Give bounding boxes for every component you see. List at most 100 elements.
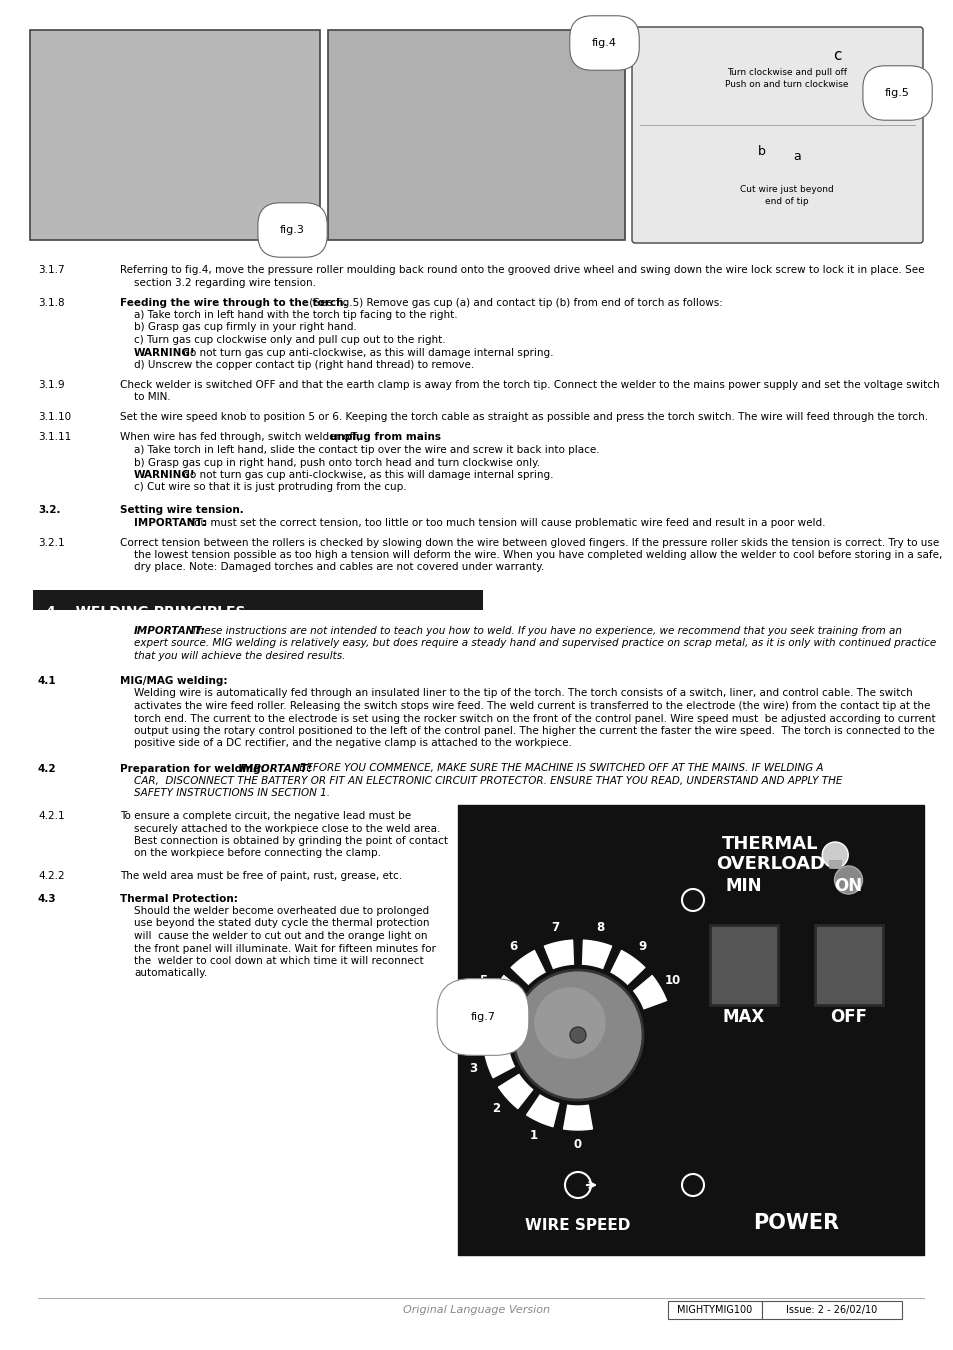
Text: (See fig.5) Remove gas cup (a) and contact tip (b) from end of torch as follows:: (See fig.5) Remove gas cup (a) and conta… xyxy=(306,297,722,308)
Text: that you will achieve the desired results.: that you will achieve the desired result… xyxy=(133,651,345,661)
Text: IMPORTANT:: IMPORTANT: xyxy=(133,517,206,528)
Text: Cut wire just beyond: Cut wire just beyond xyxy=(740,185,833,194)
Text: 4.1: 4.1 xyxy=(38,676,56,686)
Circle shape xyxy=(534,987,605,1058)
Text: MAX: MAX xyxy=(721,1008,764,1026)
Bar xyxy=(667,1301,761,1319)
Text: MIGHTYMIG100: MIGHTYMIG100 xyxy=(677,1305,752,1315)
Text: a: a xyxy=(792,150,800,163)
Text: Issue: 2 - 26/02/10: Issue: 2 - 26/02/10 xyxy=(785,1305,877,1315)
Text: 10: 10 xyxy=(664,973,680,987)
Text: Check welder is switched OFF and that the earth clamp is away from the torch tip: Check welder is switched OFF and that th… xyxy=(120,379,939,390)
Text: WARNING!: WARNING! xyxy=(133,347,195,358)
Text: end of tip: end of tip xyxy=(764,197,808,207)
Text: OFF: OFF xyxy=(829,1008,866,1026)
Circle shape xyxy=(513,971,642,1100)
Text: the lowest tension possible as too high a tension will deform the wire. When you: the lowest tension possible as too high … xyxy=(133,549,942,560)
Text: 9: 9 xyxy=(638,940,646,953)
Text: 8: 8 xyxy=(597,921,604,934)
Polygon shape xyxy=(497,1073,533,1108)
Text: Feeding the wire through to the torch.: Feeding the wire through to the torch. xyxy=(120,297,347,308)
Circle shape xyxy=(821,842,847,868)
Text: WARNING!: WARNING! xyxy=(133,470,195,481)
Text: will  cause the welder to cut out and the orange light on: will cause the welder to cut out and the… xyxy=(133,931,427,941)
Bar xyxy=(33,590,482,610)
Text: Turn clockwise and pull off: Turn clockwise and pull off xyxy=(726,68,846,77)
Text: THERMAL: THERMAL xyxy=(721,836,818,853)
Text: OVERLOAD: OVERLOAD xyxy=(715,855,823,873)
Text: b) Grasp gas cup firmly in your right hand.: b) Grasp gas cup firmly in your right ha… xyxy=(133,323,356,332)
Text: 3.1.7: 3.1.7 xyxy=(38,265,65,275)
Text: SAFETY INSTRUCTIONS IN SECTION 1.: SAFETY INSTRUCTIONS IN SECTION 1. xyxy=(133,788,330,798)
Text: the  welder to cool down at which time it will reconnect: the welder to cool down at which time it… xyxy=(133,956,423,967)
Text: WIRE SPEED: WIRE SPEED xyxy=(525,1218,630,1233)
Text: Referring to fig.4, move the pressure roller moulding back round onto the groove: Referring to fig.4, move the pressure ro… xyxy=(120,265,923,275)
Text: You must set the correct tension, too little or too much tension will cause prob: You must set the correct tension, too li… xyxy=(186,517,824,528)
Text: 6: 6 xyxy=(509,940,517,953)
Text: fig.3: fig.3 xyxy=(280,225,305,235)
Text: 3.2.1: 3.2.1 xyxy=(38,537,65,548)
Bar xyxy=(709,925,777,1004)
FancyBboxPatch shape xyxy=(631,27,923,243)
Text: fig.7: fig.7 xyxy=(470,1012,495,1022)
Polygon shape xyxy=(610,950,644,984)
Text: POWER: POWER xyxy=(752,1214,839,1233)
Polygon shape xyxy=(484,1046,515,1079)
Text: These instructions are not intended to teach you how to weld. If you have no exp: These instructions are not intended to t… xyxy=(188,626,901,636)
Text: Original Language Version: Original Language Version xyxy=(403,1305,550,1315)
Polygon shape xyxy=(633,975,666,1010)
Polygon shape xyxy=(543,940,574,969)
Text: 2: 2 xyxy=(492,1102,499,1115)
Text: b: b xyxy=(758,144,765,158)
Text: Setting wire tension.: Setting wire tension. xyxy=(120,505,244,514)
Text: securely attached to the workpiece close to the weld area.: securely attached to the workpiece close… xyxy=(133,824,440,833)
Polygon shape xyxy=(489,975,522,1010)
Text: 1: 1 xyxy=(529,1129,537,1142)
Text: Push on and turn clockwise: Push on and turn clockwise xyxy=(724,80,848,89)
Text: fig.5: fig.5 xyxy=(884,88,909,99)
Text: BEFORE YOU COMMENCE, MAKE SURE THE MACHINE IS SWITCHED OFF AT THE MAINS. IF WELD: BEFORE YOU COMMENCE, MAKE SURE THE MACHI… xyxy=(295,764,822,774)
Text: expert source. MIG welding is relatively easy, but does require a steady hand an: expert source. MIG welding is relatively… xyxy=(133,639,935,648)
Text: 4.   WELDING PRINCIPLES: 4. WELDING PRINCIPLES xyxy=(46,605,245,620)
Text: 4: 4 xyxy=(464,1017,473,1030)
Bar xyxy=(761,1301,901,1319)
Text: 4.2.1: 4.2.1 xyxy=(38,811,65,821)
Text: the front panel will illuminate. Wait for fifteen minutes for: the front panel will illuminate. Wait fo… xyxy=(133,944,436,953)
Text: torch end. The current to the electrode is set using the rocker switch on the fr: torch end. The current to the electrode … xyxy=(133,714,935,724)
Text: MIN: MIN xyxy=(724,878,761,895)
Text: b) Grasp gas cup in right hand, push onto torch head and turn clockwise only.: b) Grasp gas cup in right hand, push ont… xyxy=(133,458,539,467)
Text: When wire has fed through, switch welder off,: When wire has fed through, switch welder… xyxy=(120,432,363,443)
Text: positive side of a DC rectifier, and the negative clamp is attached to the workp: positive side of a DC rectifier, and the… xyxy=(133,738,571,748)
Text: on the workpiece before connecting the clamp.: on the workpiece before connecting the c… xyxy=(133,849,380,859)
Text: .: . xyxy=(419,432,423,443)
Text: 4.3: 4.3 xyxy=(38,894,56,903)
Text: Preparation for welding:: Preparation for welding: xyxy=(120,764,268,774)
Text: 3.1.11: 3.1.11 xyxy=(38,432,71,443)
Text: use beyond the stated duty cycle the thermal protection: use beyond the stated duty cycle the the… xyxy=(133,918,429,929)
Text: 3.1.9: 3.1.9 xyxy=(38,379,65,390)
Polygon shape xyxy=(482,1010,509,1040)
Text: ON: ON xyxy=(834,878,862,895)
Text: 3.1.8: 3.1.8 xyxy=(38,297,65,308)
Text: c: c xyxy=(832,49,841,63)
Text: The weld area must be free of paint, rust, grease, etc.: The weld area must be free of paint, rus… xyxy=(120,871,402,882)
Circle shape xyxy=(834,865,862,894)
Text: 3: 3 xyxy=(469,1062,476,1076)
Text: 5: 5 xyxy=(478,973,486,987)
Bar xyxy=(814,925,882,1004)
Text: automatically.: automatically. xyxy=(133,968,207,979)
Text: do not turn gas cup anti-clockwise, as this will damage internal spring.: do not turn gas cup anti-clockwise, as t… xyxy=(180,470,553,481)
Text: a) Take torch in left hand with the torch tip facing to the right.: a) Take torch in left hand with the torc… xyxy=(133,310,457,320)
Text: Welding wire is automatically fed through an insulated liner to the tip of the t: Welding wire is automatically fed throug… xyxy=(133,688,912,698)
Text: 7: 7 xyxy=(551,921,558,934)
Text: IMPORTANT!: IMPORTANT! xyxy=(240,764,313,774)
Text: unplug from mains: unplug from mains xyxy=(330,432,440,443)
Text: d) Unscrew the copper contact tip (right hand thread) to remove.: d) Unscrew the copper contact tip (right… xyxy=(133,360,474,370)
Text: do not turn gas cup anti-clockwise, as this will damage internal spring.: do not turn gas cup anti-clockwise, as t… xyxy=(180,347,553,358)
Text: Correct tension between the rollers is checked by slowing down the wire between : Correct tension between the rollers is c… xyxy=(120,537,939,548)
Text: To ensure a complete circuit, the negative lead must be: To ensure a complete circuit, the negati… xyxy=(120,811,411,821)
Text: 4.2.2: 4.2.2 xyxy=(38,871,65,882)
Text: Thermal Protection:: Thermal Protection: xyxy=(120,894,237,903)
Text: c) Cut wire so that it is just protruding from the cup.: c) Cut wire so that it is just protrudin… xyxy=(133,482,406,493)
Text: section 3.2 regarding wire tension.: section 3.2 regarding wire tension. xyxy=(133,278,315,288)
